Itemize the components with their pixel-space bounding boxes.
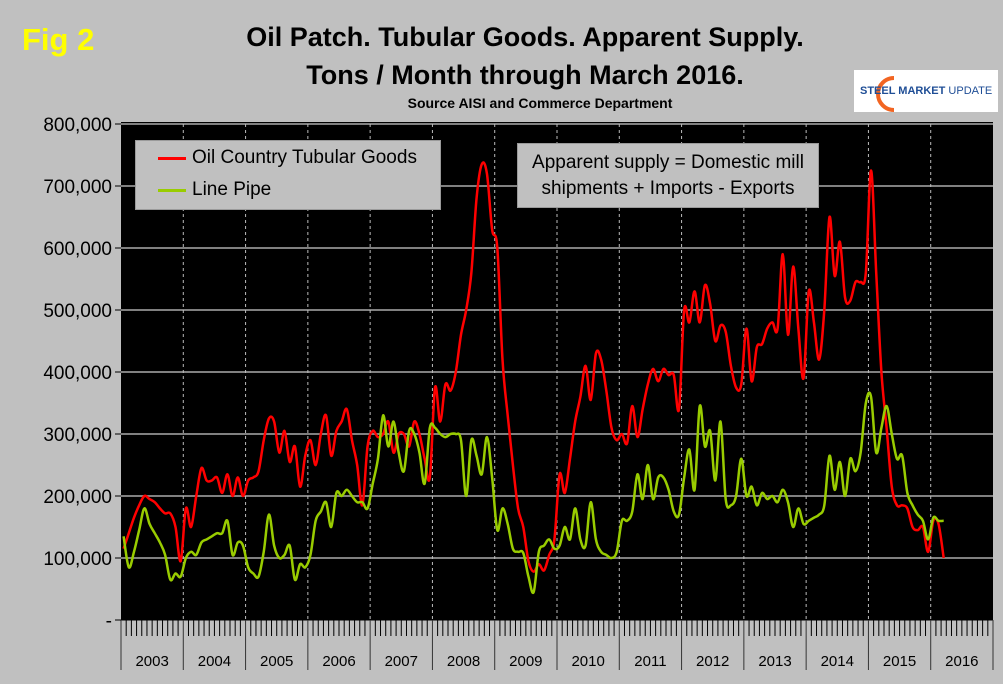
y-tick-label: 300,000: [43, 425, 112, 446]
figure-label: Fig 2: [22, 22, 95, 57]
x-tick-label: 2007: [385, 653, 418, 670]
series-line-line-pipe: [122, 391, 944, 595]
legend-label-line-pipe: Line Pipe: [192, 179, 272, 200]
x-tick-label: 2003: [135, 653, 168, 670]
y-tick-label: 800,000: [43, 115, 112, 136]
x-tick-label: 2010: [571, 653, 604, 670]
legend-item-line-pipe: Line Pipe: [158, 179, 271, 201]
y-tick-label: 600,000: [43, 239, 112, 260]
x-tick-label: 2014: [821, 653, 854, 670]
chart-title: Oil Patch. Tubular Goods. Apparent Suppl…: [150, 18, 900, 94]
logo-text: STEEL MARKET UPDATE: [860, 85, 992, 97]
x-tick-label: 2009: [509, 653, 542, 670]
x-tick-label: 2008: [447, 653, 480, 670]
legend-swatch-octg: [158, 156, 186, 160]
title-line-1: Oil Patch. Tubular Goods. Apparent Suppl…: [246, 22, 804, 52]
title-line-2: Tons / Month through March 2016.: [306, 60, 744, 90]
x-tick-label: 2005: [260, 653, 293, 670]
x-tick-label: 2004: [198, 653, 231, 670]
x-tick-label: 2011: [634, 653, 666, 670]
y-tick-label: 400,000: [43, 363, 112, 384]
x-tick-label: 2012: [696, 653, 729, 670]
logo-text-bold: STEEL MARKET: [860, 85, 946, 97]
chart-subtitle: Source AISI and Commerce Department: [407, 95, 673, 111]
legend: Oil Country Tubular Goods Line Pipe: [135, 140, 441, 210]
logo-text-light: UPDATE: [945, 85, 993, 97]
legend-item-octg: Oil Country Tubular Goods: [158, 147, 417, 169]
y-tick-label: 700,000: [43, 177, 112, 198]
y-tick-label: 200,000: [43, 487, 112, 508]
annotation-line-1: Apparent supply = Domestic mill: [532, 152, 804, 173]
legend-label-octg: Oil Country Tubular Goods: [192, 147, 417, 168]
annotation-box: Apparent supply = Domestic mill shipment…: [517, 143, 819, 208]
x-tick-label: 2015: [883, 653, 916, 670]
x-tick-label: 2013: [758, 653, 791, 670]
y-tick-label: 500,000: [43, 301, 112, 322]
logo-swoosh-icon: [876, 76, 895, 112]
x-tick-label: 2006: [322, 653, 355, 670]
x-tick-label: 2016: [945, 653, 978, 670]
y-tick-label: -: [106, 611, 112, 632]
y-tick-label: 100,000: [43, 549, 112, 570]
legend-swatch-line-pipe: [158, 188, 186, 192]
steel-market-update-logo: STEEL MARKET UPDATE: [854, 70, 998, 112]
annotation-line-2: shipments + Imports - Exports: [541, 178, 795, 199]
